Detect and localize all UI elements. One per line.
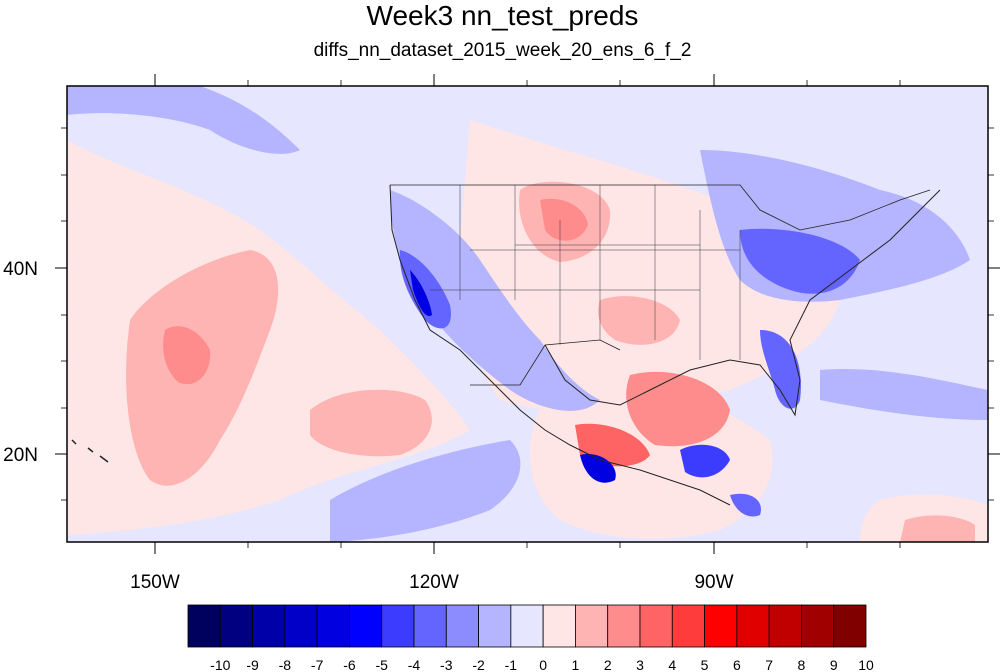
colorbar-swatch bbox=[187, 604, 221, 648]
colorbar-label: 4 bbox=[668, 657, 676, 672]
field-low-central-america bbox=[680, 444, 730, 478]
coastline-pacific bbox=[389, 184, 731, 506]
field-low-california bbox=[399, 250, 451, 329]
map-subtitle: diffs_nn_dataset_2015_week_20_ens_6_f_2 bbox=[313, 40, 692, 61]
colorbar-label: 8 bbox=[798, 657, 806, 672]
colorbar-label: -8 bbox=[279, 657, 292, 672]
field-low-caribbean bbox=[730, 493, 761, 517]
us-mexico-border bbox=[470, 339, 621, 386]
field-high-gulf bbox=[626, 371, 730, 447]
map-title: Week3 nn_test_preds bbox=[366, 0, 639, 31]
colorbar-label: 9 bbox=[830, 657, 838, 672]
colorbar-swatch bbox=[639, 604, 673, 648]
field-high-caribbean bbox=[900, 515, 975, 542]
colorbar-label: 0 bbox=[539, 657, 547, 672]
colorbar-swatch bbox=[284, 604, 318, 648]
colorbar-label: -1 bbox=[505, 657, 518, 672]
colorbar-label: -10 bbox=[210, 657, 230, 672]
field-low-northeast-core bbox=[740, 228, 860, 294]
colorbar-swatch bbox=[413, 604, 447, 648]
state-boundaries bbox=[430, 185, 741, 360]
colorbar-swatch bbox=[768, 604, 802, 648]
colorbar-swatch bbox=[607, 604, 641, 648]
colorbar-label: -7 bbox=[311, 657, 324, 672]
lon-label-120w: 120W bbox=[409, 572, 459, 593]
colorbar-swatch bbox=[671, 604, 705, 648]
colorbar-label: 6 bbox=[733, 657, 741, 672]
field-high-texas bbox=[598, 296, 680, 345]
colorbar-swatch bbox=[510, 604, 544, 648]
colorbar-swatch bbox=[381, 604, 415, 648]
hawaii-islands bbox=[71, 439, 109, 463]
colorbar-swatch bbox=[252, 604, 286, 648]
axis-minor-ticks bbox=[61, 80, 994, 548]
colorbar-label: -9 bbox=[246, 657, 259, 672]
colorbar-label: 1 bbox=[572, 657, 580, 672]
lon-label-90w: 90W bbox=[694, 572, 733, 593]
colorbar-swatch bbox=[575, 604, 609, 648]
axis-ticks bbox=[55, 74, 1000, 554]
colorbar-label: -3 bbox=[440, 657, 453, 672]
field-low-eastern-pacific bbox=[330, 440, 521, 542]
colorbar-swatch bbox=[445, 604, 479, 648]
map-frame bbox=[66, 85, 989, 543]
colorbar-swatch bbox=[349, 604, 383, 648]
lat-label-20n: 20N bbox=[3, 445, 38, 466]
colorbar-swatch bbox=[801, 604, 835, 648]
field-low-florida bbox=[760, 330, 801, 409]
colorbar-label: 3 bbox=[636, 657, 644, 672]
field-low-california-core bbox=[410, 270, 432, 316]
us-canada-border bbox=[390, 184, 931, 231]
colorbar-swatch bbox=[219, 604, 253, 648]
coastline-gulf-atlantic bbox=[544, 189, 941, 417]
anomaly-field bbox=[67, 86, 988, 542]
colorbar-label: 10 bbox=[858, 657, 874, 672]
field-low-gulf-of-alaska bbox=[67, 86, 300, 154]
colorbar-label: -6 bbox=[343, 657, 356, 672]
colorbar: -10 -9 -8 -7 -6 -5 -4 -3 -2 -1 0 1 2 3 4 5 6 7 8 9 10 bbox=[187, 604, 874, 672]
field-high-plains-core bbox=[540, 198, 588, 241]
colorbar-swatch bbox=[833, 604, 867, 648]
field-low-atlantic bbox=[820, 369, 988, 420]
colorbar-swatch bbox=[542, 604, 576, 648]
colorbar-label: -4 bbox=[408, 657, 421, 672]
colorbar-swatch bbox=[478, 604, 512, 648]
field-low-west-coast bbox=[390, 190, 600, 411]
colorbar-label: -5 bbox=[375, 657, 388, 672]
colorbar-label: 5 bbox=[701, 657, 709, 672]
colorbar-swatch bbox=[316, 604, 350, 648]
field-high-pacific-core bbox=[163, 326, 211, 385]
colorbar-label: 2 bbox=[604, 657, 612, 672]
field-high-pacific-east bbox=[310, 389, 432, 457]
colorbar-label: 7 bbox=[765, 657, 773, 672]
colorbar-swatch bbox=[736, 604, 770, 648]
colorbar-swatch bbox=[704, 604, 738, 648]
lat-label-40n: 40N bbox=[3, 259, 38, 280]
colorbar-label: -2 bbox=[472, 657, 485, 672]
lon-label-150w: 150W bbox=[130, 572, 180, 593]
